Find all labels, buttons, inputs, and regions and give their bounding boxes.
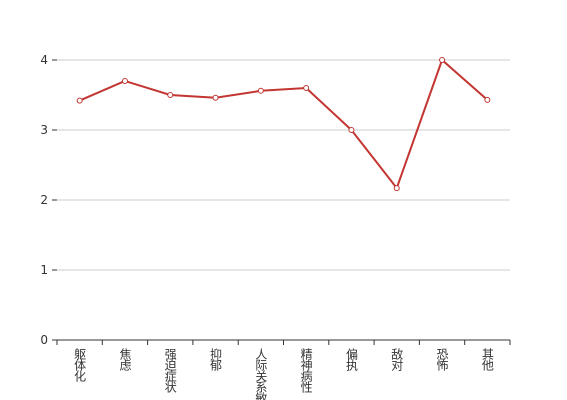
x-tick-label: 抑郁 (209, 347, 223, 372)
x-tick-label: 精神病性 (299, 348, 313, 394)
point (76, 97, 83, 104)
point (348, 127, 355, 133)
x-tick-label: 偏执 (344, 347, 358, 372)
point (121, 78, 128, 84)
x-tick-label: 恐怖 (435, 348, 449, 371)
point (303, 85, 310, 91)
y-tick-label: 1 (40, 263, 48, 277)
x-tick-label: 敌对 (390, 347, 404, 371)
x-tick-label: 强迫症状 (163, 348, 177, 393)
x-tick-label: 焦虑 (118, 348, 132, 371)
y-tick-label: 0 (40, 333, 48, 347)
x-tick-label: 躯体化 (73, 347, 87, 383)
y-tick-label: 3 (40, 123, 48, 137)
point (257, 87, 264, 94)
point (393, 185, 400, 192)
y-tick-label: 4 (40, 53, 48, 67)
point (167, 92, 174, 98)
point (439, 57, 446, 63)
x-tick-label: 其他 (480, 348, 494, 371)
point (484, 96, 491, 103)
line (79, 58, 489, 191)
x-tick-label: 人际关系敏感 (254, 348, 268, 400)
y-tick-label: 2 (40, 193, 48, 207)
point (212, 94, 219, 101)
